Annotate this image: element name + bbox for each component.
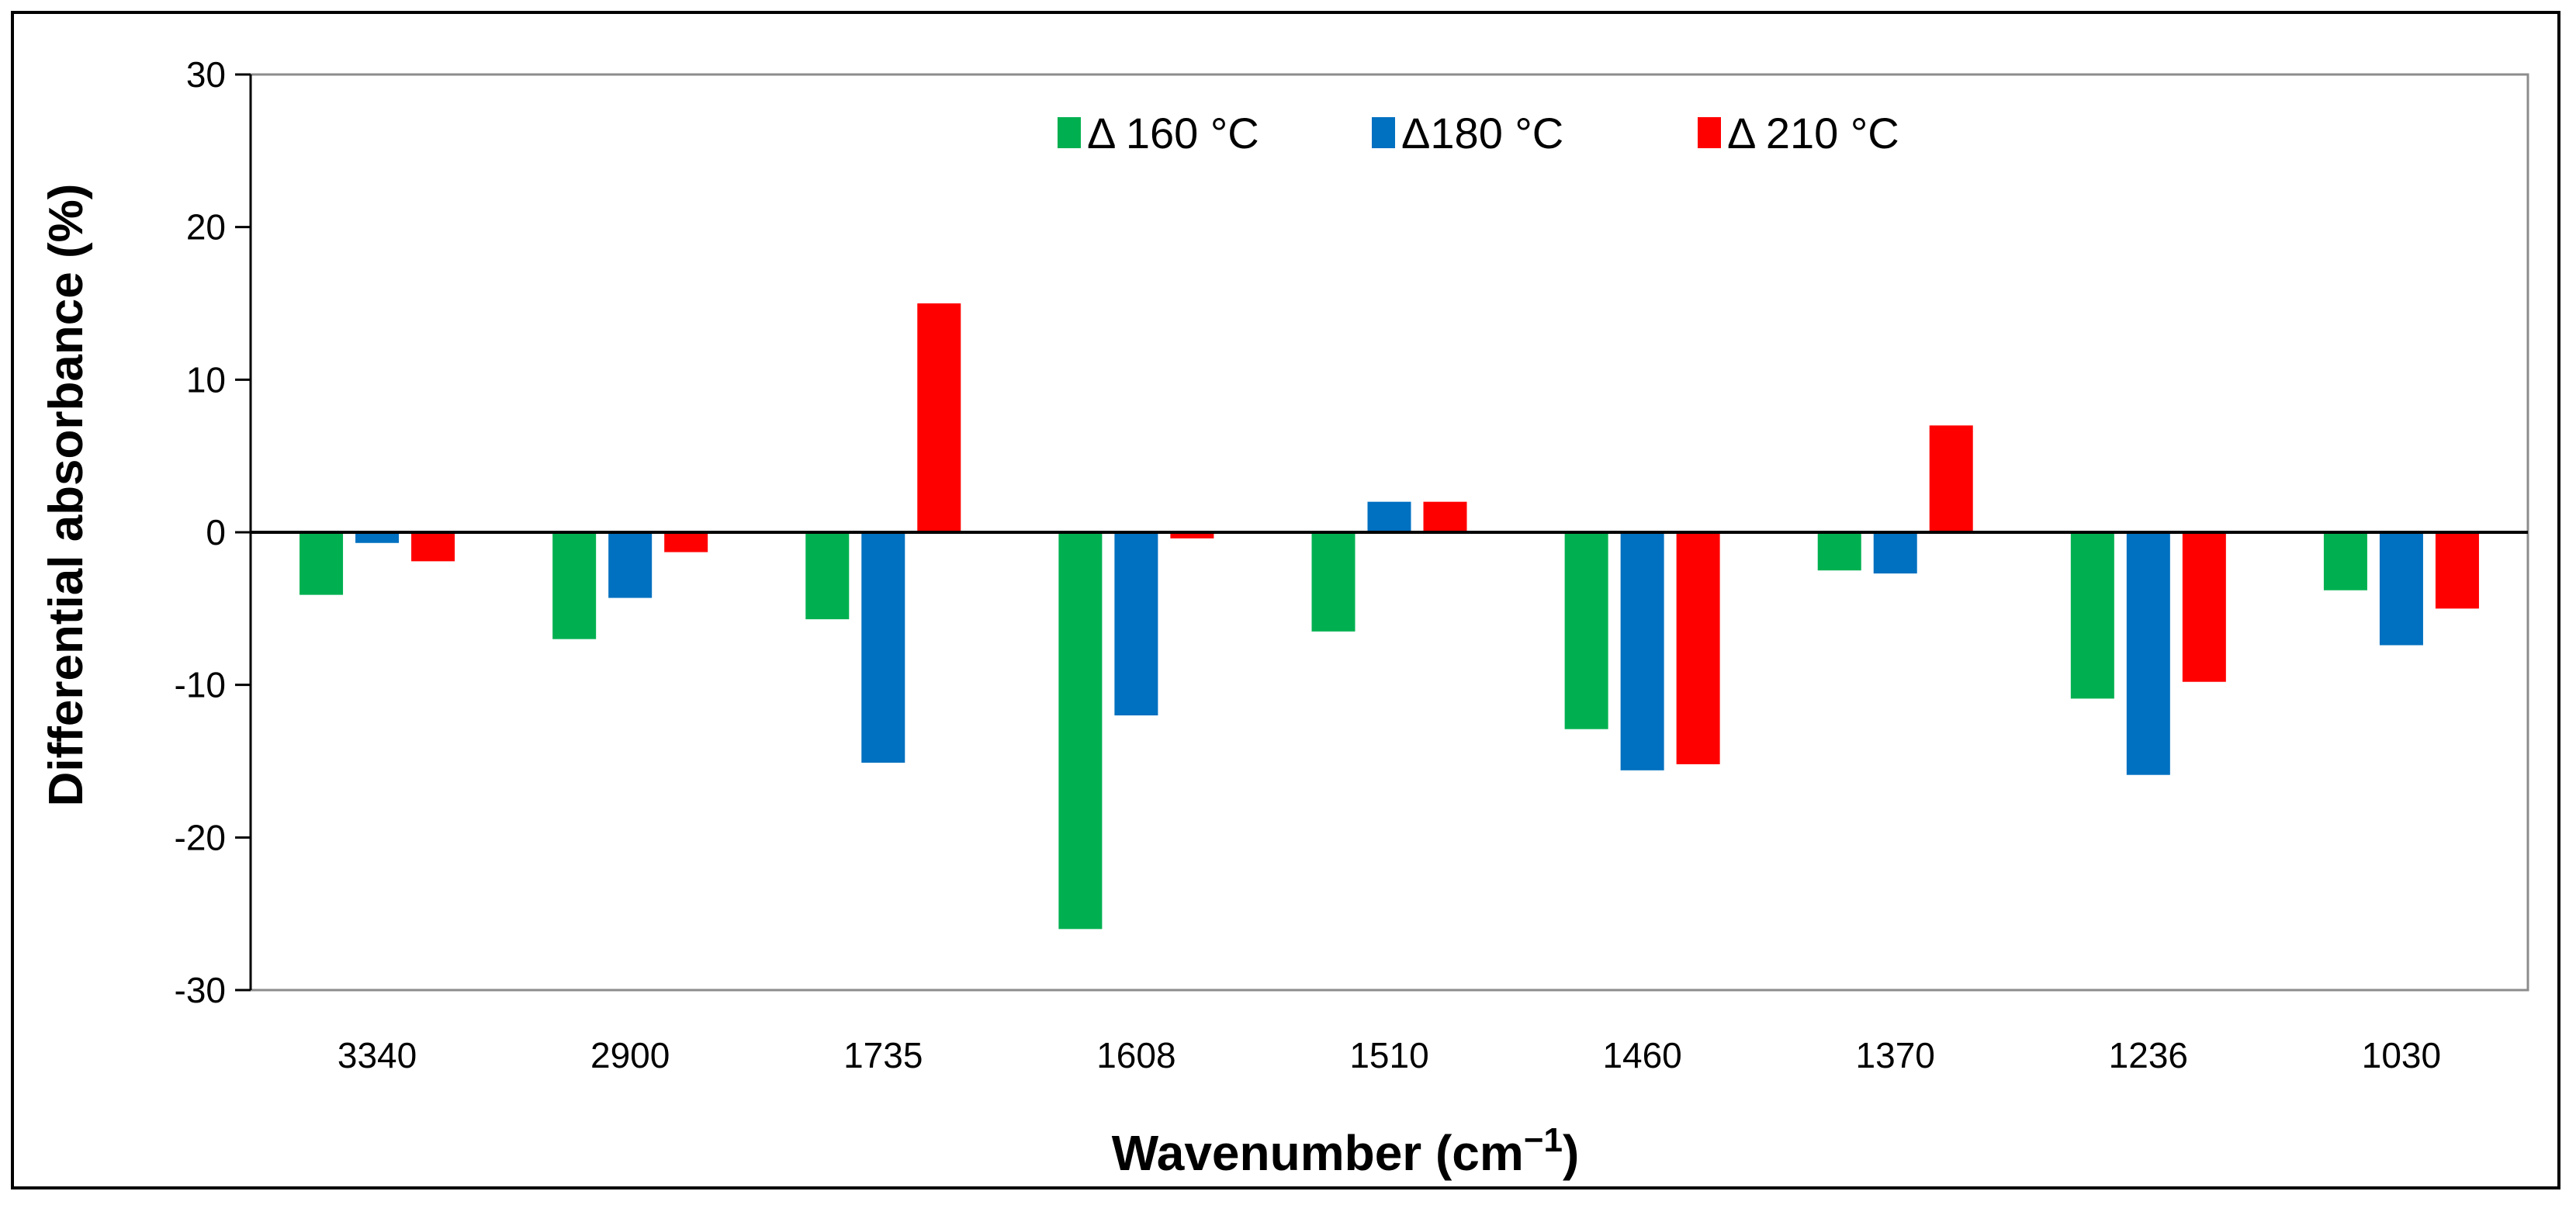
y-tick-label: 30 [186,54,226,95]
bar-1735-series-2 [861,532,905,763]
y-tick-label: 0 [206,512,226,552]
x-axis-title: Wavenumber (cm−1) [1112,1121,1580,1181]
y-tick-label: -20 [175,817,226,857]
legend-label-series-3: Δ 210 °C [1727,109,1899,158]
x-axis-title-main: Wavenumber (cm [1112,1125,1524,1181]
bar-2900-series-1 [552,532,597,639]
legend: Δ 160 °C Δ180 °C Δ 210 °C [1058,109,1899,158]
bar-1510-series-1 [1311,532,1356,632]
x-tick-label: 1236 [2109,1035,2188,1075]
bar-1030-series-2 [2379,532,2423,646]
bar-1236-series-1 [2070,532,2114,699]
x-tick-label: 2900 [590,1035,670,1075]
bar-1735-series-1 [805,532,850,620]
x-tick-label: 1460 [1602,1035,1681,1075]
legend-label-series-2: Δ180 °C [1401,109,1563,158]
bar-1030-series-3 [2435,532,2479,609]
y-axis-title: Differential absorbance (%) [40,184,93,807]
x-tick-label: 3340 [338,1035,417,1075]
bar-1510-series-3 [1423,501,1467,532]
bar-2900-series-3 [664,532,708,552]
legend-swatch-series-1 [1058,117,1081,148]
axes: -30 -20 -10 0 10 20 30 3340 2900 1735 1608 1510 1460… [175,54,2529,1075]
legend-swatch-series-2 [1372,117,1395,148]
x-tick-label: 1370 [1856,1035,1935,1075]
y-tick-label: 10 [186,359,226,400]
y-tick-label: 20 [186,207,226,248]
bar-1370-series-3 [1929,425,1973,532]
bar-1608-series-3 [1170,532,1214,538]
x-axis-title-superscript: −1 [1524,1121,1563,1159]
bar-1460-series-1 [1564,532,1608,729]
y-tick-label: -30 [175,970,226,1010]
bar-3340-series-1 [299,532,344,595]
bar-1460-series-2 [1620,532,1664,770]
bar-1608-series-1 [1058,532,1103,930]
bar-1030-series-1 [2323,532,2367,590]
bar-1608-series-2 [1114,532,1158,715]
chart-frame: -30 -20 -10 0 10 20 30 3340 2900 1735 1608 1510 1460… [11,11,2560,1189]
bar-1460-series-3 [1676,532,1720,764]
bar-1735-series-3 [917,303,961,532]
bar-chart: -30 -20 -10 0 10 20 30 3340 2900 1735 1608 1510 1460… [40,54,2529,1181]
x-tick-label: 1510 [1349,1035,1428,1075]
bar-1236-series-3 [2182,532,2226,682]
x-tick-label: 1030 [2362,1035,2441,1075]
bar-3340-series-3 [411,532,455,562]
legend-label-series-1: Δ 160 °C [1087,109,1259,158]
bar-2900-series-2 [608,532,653,598]
x-tick-label: 1608 [1096,1035,1175,1075]
bar-3340-series-2 [355,532,400,543]
y-tick-label: -10 [175,665,226,705]
legend-swatch-series-3 [1698,117,1721,148]
bar-1370-series-1 [1817,532,1861,571]
bar-1236-series-2 [2126,532,2170,775]
x-axis-title-close: ) [1563,1125,1579,1181]
bars [299,303,2479,930]
bar-1510-series-2 [1367,501,1411,532]
x-tick-label: 1735 [843,1035,923,1075]
bar-1370-series-2 [1873,532,1917,574]
